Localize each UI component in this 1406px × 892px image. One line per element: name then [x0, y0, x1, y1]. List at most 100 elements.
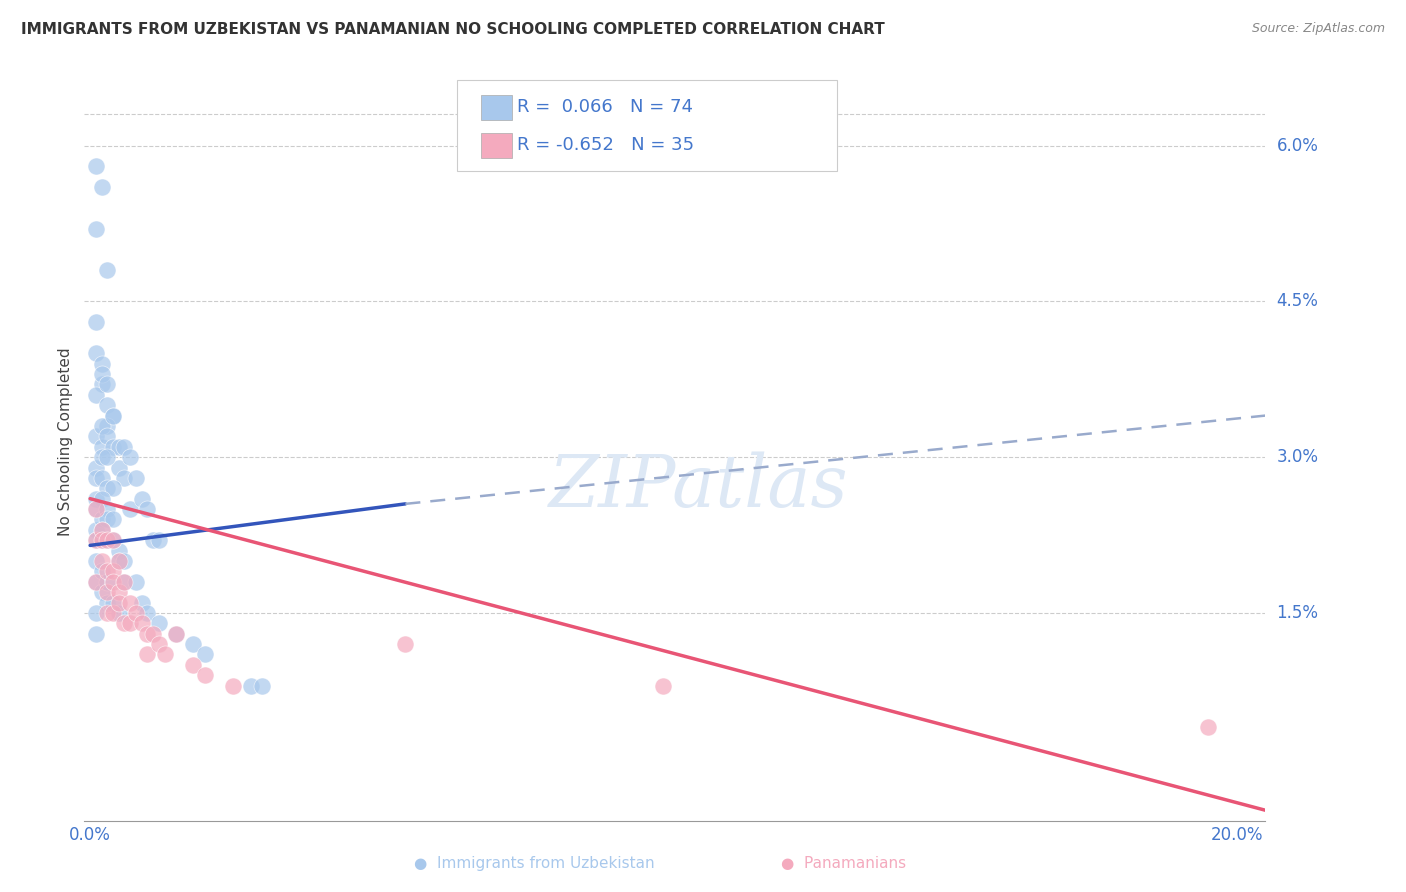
Point: [90, 523, 112, 537]
Text: ZIPatlas: ZIPatlas: [548, 451, 848, 523]
Point: [148, 533, 170, 548]
Point: [84, 159, 107, 173]
Point: [84, 574, 107, 589]
Point: [120, 450, 142, 464]
Text: 4.5%: 4.5%: [1277, 293, 1319, 310]
Point: [96, 574, 118, 589]
Point: [107, 543, 129, 558]
Point: [194, 648, 217, 662]
Point: [131, 616, 153, 631]
Point: [107, 606, 129, 620]
Point: [90, 419, 112, 434]
Point: [84, 429, 107, 443]
Text: ●  Immigrants from Uzbekistan: ● Immigrants from Uzbekistan: [413, 856, 655, 871]
Point: [101, 409, 124, 423]
Point: [107, 554, 129, 568]
Point: [84, 491, 107, 506]
Point: [131, 595, 153, 609]
Point: [96, 533, 118, 548]
Point: [84, 533, 107, 548]
Point: [90, 367, 112, 381]
Point: [90, 440, 112, 454]
Point: [90, 357, 112, 371]
Point: [101, 606, 124, 620]
Point: [96, 502, 118, 516]
Point: [96, 585, 118, 599]
Point: [101, 440, 124, 454]
Point: [125, 471, 148, 485]
Point: [101, 595, 124, 609]
Point: [142, 626, 165, 640]
Point: [90, 523, 112, 537]
Point: [96, 481, 118, 495]
Point: [90, 450, 112, 464]
Point: [239, 679, 262, 693]
Point: [84, 502, 107, 516]
Point: [136, 502, 159, 516]
Point: [120, 595, 142, 609]
Text: 6.0%: 6.0%: [1277, 136, 1319, 154]
Point: [84, 221, 107, 235]
Point: [96, 450, 118, 464]
Point: [222, 679, 245, 693]
Point: [96, 595, 118, 609]
Point: [96, 512, 118, 526]
Point: [148, 616, 170, 631]
Point: [148, 637, 170, 651]
Point: [96, 565, 118, 579]
Point: [90, 533, 112, 548]
Point: [101, 565, 124, 579]
Y-axis label: No Schooling Completed: No Schooling Completed: [58, 347, 73, 536]
Point: [96, 429, 118, 443]
Point: [120, 616, 142, 631]
Point: [131, 491, 153, 506]
Point: [96, 533, 118, 548]
Text: R =  0.066   N = 74: R = 0.066 N = 74: [517, 98, 693, 116]
Point: [84, 523, 107, 537]
Point: [96, 263, 118, 277]
Point: [90, 565, 112, 579]
Text: Source: ZipAtlas.com: Source: ZipAtlas.com: [1251, 22, 1385, 36]
Point: [136, 648, 159, 662]
Point: [96, 398, 118, 412]
Point: [114, 574, 136, 589]
Point: [125, 606, 148, 620]
Point: [84, 574, 107, 589]
Point: [90, 585, 112, 599]
Point: [107, 554, 129, 568]
Point: [90, 491, 112, 506]
Point: [136, 626, 159, 640]
Point: [96, 606, 118, 620]
Point: [90, 471, 112, 485]
Point: [84, 346, 107, 360]
Point: [107, 595, 129, 609]
Point: [153, 648, 176, 662]
Point: [90, 512, 112, 526]
Point: [101, 533, 124, 548]
Point: [90, 554, 112, 568]
Point: [194, 668, 217, 682]
Point: [114, 616, 136, 631]
Point: [394, 637, 416, 651]
Point: [114, 440, 136, 454]
Point: [90, 180, 112, 194]
Point: [101, 481, 124, 495]
Point: [84, 388, 107, 402]
Point: [142, 533, 165, 548]
Point: [125, 574, 148, 589]
Point: [136, 606, 159, 620]
Point: [250, 679, 273, 693]
Point: [101, 512, 124, 526]
Point: [107, 440, 129, 454]
Point: [114, 574, 136, 589]
Point: [181, 657, 204, 672]
Point: [101, 409, 124, 423]
Point: [114, 471, 136, 485]
Point: [84, 315, 107, 329]
Point: [181, 637, 204, 651]
Point: [165, 626, 187, 640]
Point: [114, 554, 136, 568]
Point: [84, 554, 107, 568]
Point: [96, 419, 118, 434]
Point: [165, 626, 187, 640]
